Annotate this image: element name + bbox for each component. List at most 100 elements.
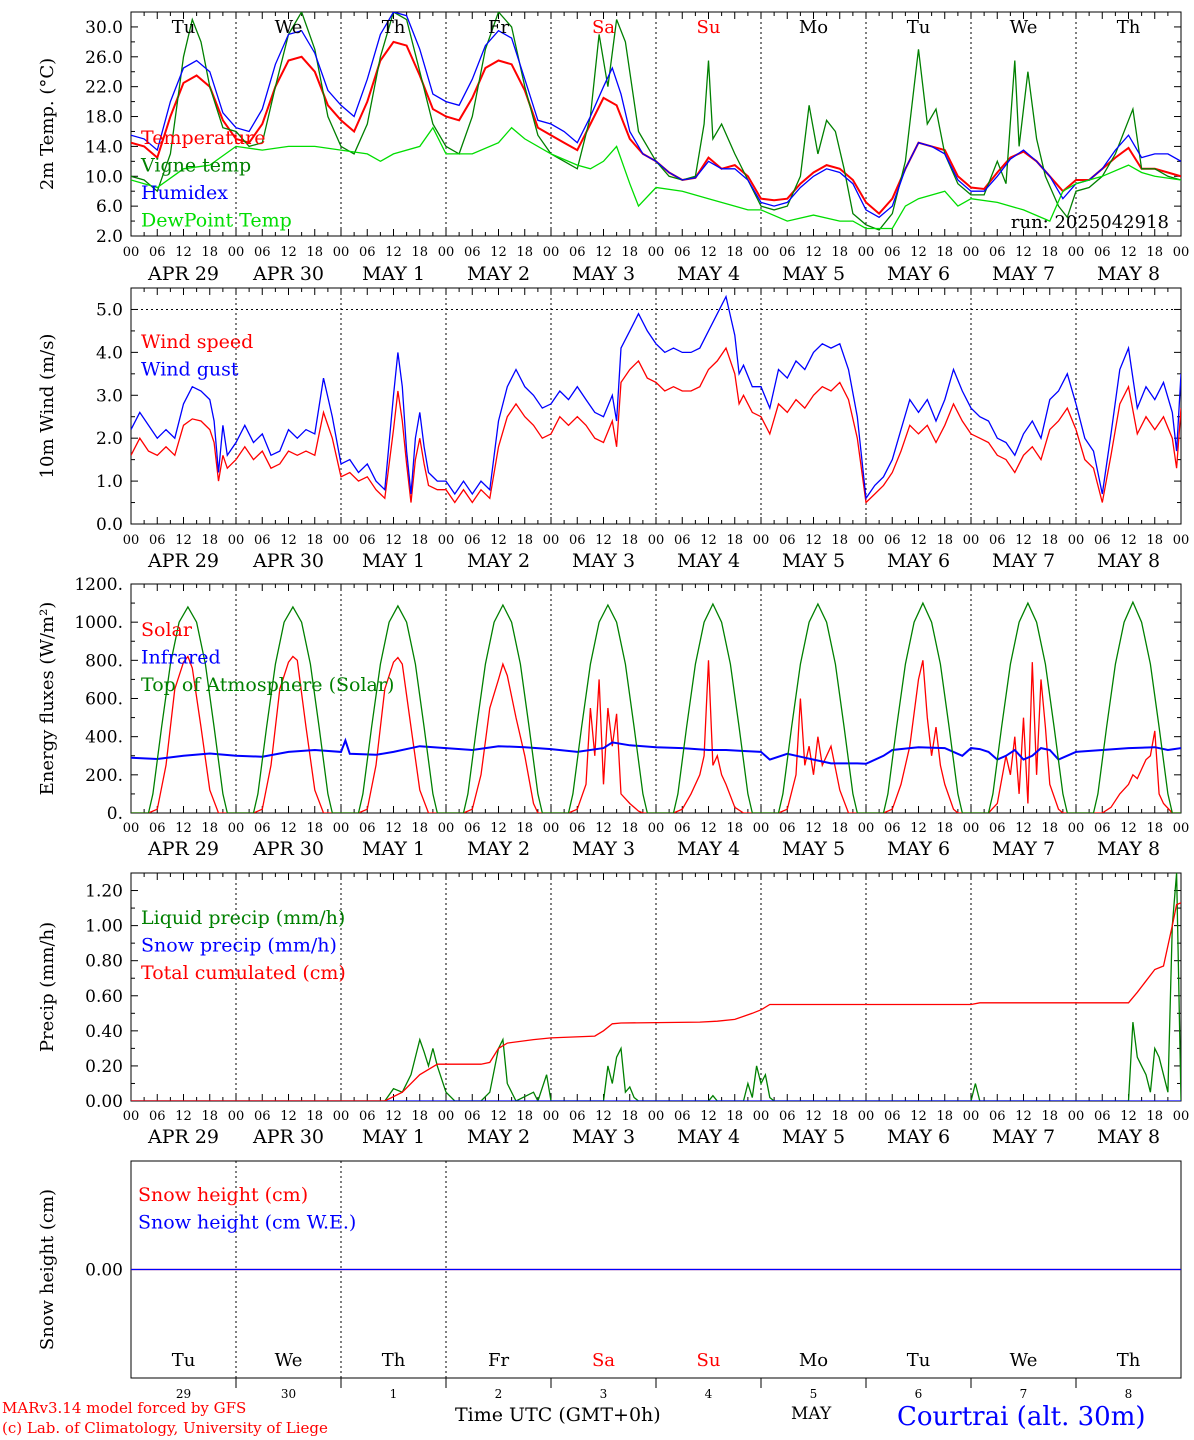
hour-label: 12 [910,533,927,548]
hour-label: 00 [123,1109,140,1124]
wind-ylabel: 10m Wind (m/s) [37,334,58,479]
date-label: APR 29 [147,550,219,572]
day-number-label: 1 [390,1387,398,1401]
hour-label: 00 [438,821,455,836]
y-tick-label: 800. [85,651,123,671]
hour-label: 18 [1041,245,1058,260]
hour-label: 12 [595,245,612,260]
day-number-label: 30 [281,1387,296,1401]
weekday-label: Th [1117,17,1141,38]
hour-label: 18 [411,245,428,260]
legend-entry: Snow height (cm) [138,1184,308,1206]
hour-label: 06 [779,533,796,548]
day-number-label: 2 [495,1387,503,1401]
date-label: MAY 5 [782,263,845,285]
hour-label: 12 [490,821,507,836]
y-tick-label: 600. [85,690,123,710]
hour-label: 12 [1120,1109,1137,1124]
weekday-label: Th [1117,1350,1141,1371]
hour-label: 00 [753,533,770,548]
y-tick-label: 2.0 [96,429,123,449]
hour-label: 18 [1041,533,1058,548]
temperature-series-vigne-temp [131,12,1181,231]
hour-label: 00 [753,245,770,260]
hour-label: 18 [201,1109,218,1124]
temperature-series-humidex [131,12,1181,219]
hour-label: 18 [411,533,428,548]
hour-label: 18 [831,533,848,548]
hour-label: 12 [175,821,192,836]
hour-label: 06 [359,821,376,836]
legend-entry: Wind speed [141,331,253,353]
hour-label: 00 [858,245,875,260]
y-tick-label: 1.00 [85,917,123,937]
hour-label: 06 [989,245,1006,260]
hour-label: 12 [175,1109,192,1124]
hour-label: 00 [333,1109,350,1124]
hour-label: 18 [516,1109,533,1124]
hour-label: 00 [333,245,350,260]
legend-entry: DewPoint Temp [141,210,292,232]
hour-label: 12 [1120,245,1137,260]
hour-label: 18 [726,245,743,260]
date-label: MAY 7 [992,1126,1055,1148]
date-label: APR 30 [252,838,324,860]
weekday-label: Th [382,17,406,38]
hour-label: 18 [726,533,743,548]
hour-label: 00 [963,1109,980,1124]
y-tick-label: 0.80 [85,952,123,972]
legend-entry: Top of Atmosphere (Solar) [141,674,394,696]
date-label: MAY 5 [782,550,845,572]
hour-label: 12 [1015,533,1032,548]
date-label: MAY 5 [782,1126,845,1148]
hour-label: 18 [621,821,638,836]
date-label: MAY 6 [887,1126,950,1148]
y-tick-label: 5.0 [96,300,123,320]
date-label: MAY 7 [992,550,1055,572]
hour-label: 18 [306,821,323,836]
hour-label: 00 [543,1109,560,1124]
hour-label: 06 [359,533,376,548]
hour-label: 12 [385,1109,402,1124]
hour-label: 06 [989,1109,1006,1124]
date-label: MAY 1 [362,550,425,572]
legend-entry: Temperature [141,127,265,149]
y-tick-label: 0.00 [85,1092,123,1112]
hour-label: 18 [516,245,533,260]
wind-panel: 0.0 1.0 2.0 3.0 4.0 5.0 10m Wind (m/s) Wind spe… [37,287,1190,572]
hour-label: 12 [910,245,927,260]
energy-series-solar [131,655,1181,813]
hour-label: 18 [1146,821,1163,836]
wind-series-wind-speed [131,346,1181,504]
station-name: Courtrai (alt. 30m) [897,1402,1146,1432]
date-label: MAY 1 [362,1126,425,1148]
hour-label: 18 [411,1109,428,1124]
hour-label: 06 [884,245,901,260]
hour-label: 00 [333,821,350,836]
date-label: MAY 3 [572,838,635,860]
energy-series-top-of-atmosphere-solar- [131,600,1181,813]
energy-frame [130,583,1182,814]
date-label: APR 29 [147,838,219,860]
hour-label: 00 [1068,245,1085,260]
weekday-label: Tu [172,1350,196,1371]
hour-label: 12 [280,245,297,260]
date-label: APR 30 [252,263,324,285]
hour-label: 00 [1173,533,1190,548]
time-axis-title: Time UTC (GMT+0h) [455,1404,661,1426]
hour-label: 12 [595,533,612,548]
hour-label: 00 [228,245,245,260]
date-label: MAY 8 [1097,263,1160,285]
hour-label: 18 [726,1109,743,1124]
hour-label: 12 [1120,533,1137,548]
hour-label: 18 [306,245,323,260]
hour-label: 12 [595,1109,612,1124]
energy-ylabel: Energy fluxes (W/m²) [37,602,58,796]
hour-label: 18 [1041,821,1058,836]
hour-label: 00 [228,821,245,836]
hour-label: 06 [884,821,901,836]
weekday-label: Tu [907,17,931,38]
y-tick-label: 30.0 [85,18,123,38]
date-label: APR 30 [252,550,324,572]
hour-label: 06 [464,1109,481,1124]
